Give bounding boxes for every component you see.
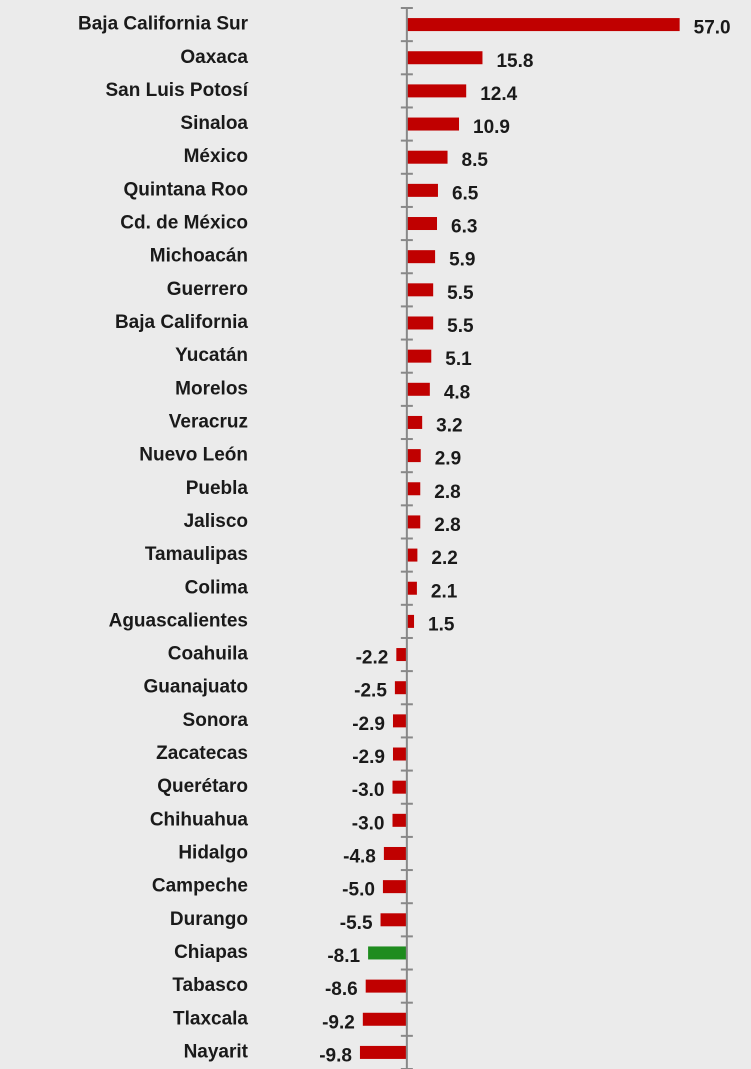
value-label: -8.1 (327, 946, 360, 967)
bar (392, 780, 407, 794)
bar (406, 51, 483, 65)
bar (365, 979, 407, 993)
value-label: -2.9 (352, 747, 385, 768)
category-label: Coahuila (168, 644, 249, 665)
category-label: Colima (185, 577, 249, 598)
category-label: Tabasco (172, 975, 248, 996)
bar (406, 217, 438, 231)
value-label: 57.0 (694, 18, 731, 39)
category-label: San Luis Potosí (105, 80, 248, 101)
value-label: 2.1 (431, 581, 458, 602)
bar (406, 183, 438, 197)
value-label: 5.1 (445, 349, 472, 370)
value-label: -2.5 (354, 681, 387, 702)
category-label: Aguascalientes (109, 610, 248, 631)
value-label: 2.8 (434, 482, 460, 503)
category-label: Nayarit (184, 1041, 249, 1062)
category-label: Quintana Roo (123, 179, 248, 200)
category-label: Yucatán (175, 345, 248, 366)
category-label: Campeche (152, 876, 248, 897)
bar (380, 913, 407, 927)
bar (406, 515, 421, 529)
bar (396, 648, 407, 662)
category-label: Hidalgo (178, 843, 248, 864)
category-label: Guerrero (167, 279, 248, 300)
value-label: 4.8 (444, 382, 470, 403)
value-label: 5.5 (447, 283, 474, 304)
value-label: 6.3 (451, 217, 477, 238)
category-label: Puebla (186, 478, 249, 499)
category-label: Tlaxcala (173, 1008, 248, 1029)
value-label: 10.9 (473, 117, 510, 138)
bar (406, 250, 436, 264)
bar (406, 415, 423, 429)
bar (406, 581, 417, 595)
value-label: -5.0 (342, 880, 375, 901)
category-label: Baja California (115, 312, 248, 333)
value-label: 3.2 (436, 415, 462, 436)
bar (406, 614, 415, 628)
category-label: Zacatecas (156, 743, 248, 764)
value-label: -3.0 (352, 780, 385, 801)
value-label: -9.8 (319, 1045, 352, 1066)
category-label: Chiapas (174, 942, 248, 963)
value-label: 12.4 (480, 84, 517, 105)
category-label: Querétaro (157, 776, 248, 797)
category-label: Cd. de México (120, 213, 248, 234)
value-label: -8.6 (325, 979, 358, 1000)
value-label: -3.0 (352, 813, 385, 834)
value-label: -4.8 (343, 847, 376, 868)
value-label: 5.5 (447, 316, 474, 337)
category-label: Veracruz (169, 411, 248, 432)
category-label: Sinaloa (180, 113, 248, 134)
bar (406, 482, 421, 496)
bar (406, 382, 430, 396)
bar (406, 449, 421, 463)
value-label: 8.5 (462, 150, 489, 171)
value-label: 6.5 (452, 183, 479, 204)
category-label: Michoacán (150, 246, 248, 267)
bar (392, 714, 407, 728)
bar (383, 846, 407, 860)
bar (406, 150, 448, 164)
category-label: Chihuahua (150, 809, 249, 830)
category-label: Jalisco (184, 511, 248, 532)
bar (406, 84, 467, 98)
bar (359, 1045, 407, 1059)
bar (392, 747, 407, 761)
bar (406, 18, 680, 32)
value-label: 1.5 (428, 614, 455, 635)
bar (392, 813, 407, 827)
bar (362, 1012, 407, 1026)
bar (406, 117, 460, 131)
value-label: 2.9 (435, 449, 461, 470)
category-label: Baja California Sur (78, 14, 249, 35)
value-label: -2.9 (352, 714, 385, 735)
category-label: Morelos (175, 378, 248, 399)
category-label: Durango (170, 909, 248, 930)
category-label: Guanajuato (143, 677, 248, 698)
bar (394, 681, 407, 695)
bar (406, 283, 434, 297)
bar (406, 316, 434, 330)
category-label: Tamaulipas (145, 544, 248, 565)
value-label: 2.2 (431, 548, 457, 569)
value-label: -5.5 (340, 913, 373, 934)
value-label: 2.8 (434, 515, 460, 536)
value-label: 15.8 (496, 51, 533, 72)
bar (406, 349, 432, 363)
bar (406, 548, 418, 562)
category-label: Nuevo León (139, 445, 248, 466)
value-label: -9.2 (322, 1012, 355, 1033)
bar (368, 946, 407, 960)
category-label: Sonora (183, 710, 249, 731)
category-label: Oaxaca (180, 47, 248, 68)
value-label: 5.9 (449, 250, 475, 271)
value-label: -2.2 (356, 648, 389, 669)
category-label: México (184, 146, 248, 167)
bar (382, 880, 407, 894)
